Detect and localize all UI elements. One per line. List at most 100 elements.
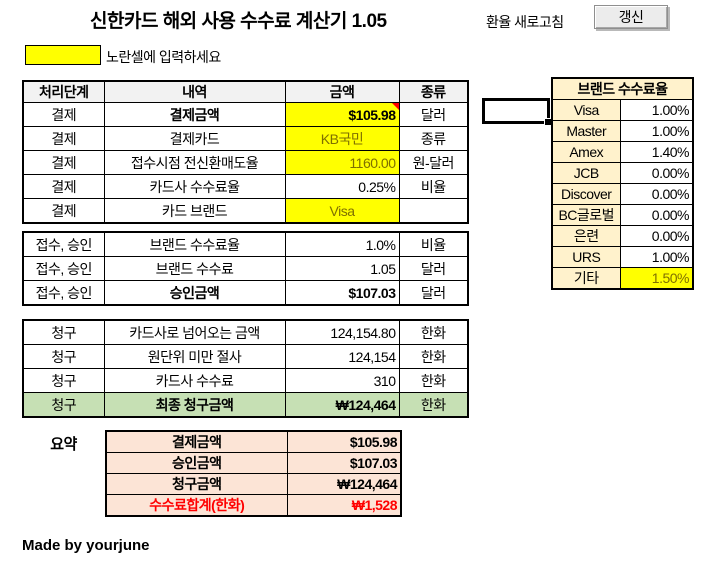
type-cell: 달러 bbox=[398, 280, 469, 306]
other-brand-rate-input[interactable]: 1.50% bbox=[619, 267, 694, 290]
stage-cell: 청구 bbox=[22, 319, 105, 345]
exchange-rate-refresh-label: 환율 새로고침 bbox=[486, 14, 564, 30]
type-cell: 종류 bbox=[398, 126, 469, 151]
table-row: 청구 최종 청구금액 ₩124,464 한화 bbox=[22, 392, 469, 418]
desc-cell: 브랜드 수수료 bbox=[103, 256, 286, 281]
page-title: 신한카드 해외 사용 수수료 계산기 1.05 bbox=[90, 11, 387, 32]
brand-rate-cell: 1.00% bbox=[619, 99, 694, 121]
stage-cell: 결제 bbox=[22, 150, 105, 175]
payment-card-input[interactable]: KB국민 bbox=[284, 126, 400, 151]
table-row: 결제 카드사 수수료율 0.25% 비율 bbox=[22, 174, 469, 199]
approved-amount-cell: $107.03 bbox=[284, 280, 400, 306]
refresh-button[interactable]: 갱신 bbox=[594, 5, 668, 29]
card-fee-rate-cell: 0.25% bbox=[284, 174, 400, 199]
desc-cell: 카드사로 넘어오는 금액 bbox=[103, 319, 286, 345]
table-row: 결제 결제금액 $105.98 달러 bbox=[22, 102, 469, 127]
brand-rate-cell: 0.00% bbox=[619, 204, 694, 226]
stage-cell: 접수, 승인 bbox=[22, 280, 105, 306]
brand-fee-table: 브랜드 수수료율 Visa 1.00% Master 1.00% Amex 1.… bbox=[551, 77, 694, 290]
desc-cell: 최종 청구금액 bbox=[103, 392, 286, 418]
stage-cell: 접수, 승인 bbox=[22, 256, 105, 281]
stage-cell: 결제 bbox=[22, 198, 105, 224]
table-row: Discover 0.00% bbox=[551, 183, 694, 205]
total-fee-label-cell: 수수료합계(한화) bbox=[105, 494, 288, 517]
main-table: 처리단계 내역 금액 종류 결제 결제금액 $105.98 달러 결제 결제카드… bbox=[22, 80, 469, 224]
table-row: 은련 0.00% bbox=[551, 225, 694, 247]
desc-cell: 승인금액 bbox=[103, 280, 286, 306]
incoming-amount-cell: 124,154.80 bbox=[284, 319, 400, 345]
brand-name-cell: 기타 bbox=[551, 267, 621, 290]
brand-rate-cell: 0.00% bbox=[619, 162, 694, 184]
table-row: 승인금액 $107.03 bbox=[105, 452, 402, 474]
table-row: URS 1.00% bbox=[551, 246, 694, 268]
desc-cell: 브랜드 수수료율 bbox=[103, 231, 286, 257]
table-row: 청구 카드사로 넘어오는 금액 124,154.80 한화 bbox=[22, 319, 469, 345]
header-stage: 처리단계 bbox=[22, 80, 105, 103]
desc-cell: 결제금액 bbox=[103, 102, 286, 127]
header-desc: 내역 bbox=[103, 80, 286, 103]
card-brand-input[interactable]: Visa bbox=[284, 198, 400, 224]
total-fee-value-cell: ₩1,528 bbox=[286, 494, 402, 517]
brand-rate-cell: 0.00% bbox=[619, 225, 694, 247]
brand-fee-rate-cell: 1.0% bbox=[284, 231, 400, 257]
type-cell: 한화 bbox=[398, 368, 469, 393]
brand-rate-cell: 1.40% bbox=[619, 141, 694, 163]
brand-rate-cell: 0.00% bbox=[619, 183, 694, 205]
truncated-amount-cell: 124,154 bbox=[284, 344, 400, 369]
brand-name-cell: URS bbox=[551, 246, 621, 268]
brand-rate-cell: 1.00% bbox=[619, 120, 694, 142]
yellow-input-hint: 노란셀에 입력하세요 bbox=[106, 49, 221, 65]
table-row: Master 1.00% bbox=[551, 120, 694, 142]
type-cell bbox=[398, 198, 469, 224]
header-type: 종류 bbox=[398, 80, 469, 103]
table-row: 접수, 승인 승인금액 $107.03 달러 bbox=[22, 280, 469, 306]
table-row: BC글로벌 0.00% bbox=[551, 204, 694, 226]
table-row: JCB 0.00% bbox=[551, 162, 694, 184]
type-cell: 한화 bbox=[398, 319, 469, 345]
card-fee-cell: 310 bbox=[284, 368, 400, 393]
brand-fee-cell: 1.05 bbox=[284, 256, 400, 281]
table-row: 접수, 승인 브랜드 수수료 1.05 달러 bbox=[22, 256, 469, 281]
exchange-rate-input[interactable]: 1160.00 bbox=[284, 150, 400, 175]
table-row: 결제 카드 브랜드 Visa bbox=[22, 198, 469, 224]
comment-marker-icon bbox=[391, 103, 398, 110]
stage-cell: 결제 bbox=[22, 126, 105, 151]
table-row: 결제금액 $105.98 bbox=[105, 430, 402, 453]
brand-name-cell: Visa bbox=[551, 99, 621, 121]
brand-table-header-row: 브랜드 수수료율 bbox=[551, 77, 694, 100]
desc-cell: 원단위 미만 절사 bbox=[103, 344, 286, 369]
stage-cell: 청구 bbox=[22, 392, 105, 418]
type-cell: 비율 bbox=[398, 174, 469, 199]
billing-table: 청구 카드사로 넘어오는 금액 124,154.80 한화 청구 원단위 미만 … bbox=[22, 319, 469, 418]
type-cell: 원-달러 bbox=[398, 150, 469, 175]
brand-name-cell: Amex bbox=[551, 141, 621, 163]
summary-desc-cell: 결제금액 bbox=[105, 430, 288, 453]
table-row: 수수료합계(한화) ₩1,528 bbox=[105, 494, 402, 517]
type-cell: 달러 bbox=[398, 102, 469, 127]
summary-value-cell: $105.98 bbox=[286, 430, 402, 453]
brand-name-cell: 은련 bbox=[551, 225, 621, 247]
desc-cell: 접수시점 전신환매도율 bbox=[103, 150, 286, 175]
type-cell: 한화 bbox=[398, 392, 469, 418]
table-row: 기타 1.50% bbox=[551, 267, 694, 290]
table-row: 청구금액 ₩124,464 bbox=[105, 473, 402, 495]
brand-table-title: 브랜드 수수료율 bbox=[551, 77, 694, 100]
stage-cell: 결제 bbox=[22, 174, 105, 199]
table-row: 결제 접수시점 전신환매도율 1160.00 원-달러 bbox=[22, 150, 469, 175]
brand-name-cell: Discover bbox=[551, 183, 621, 205]
summary-table: 결제금액 $105.98 승인금액 $107.03 청구금액 ₩124,464 … bbox=[105, 430, 402, 517]
desc-cell: 카드사 수수료율 bbox=[103, 174, 286, 199]
type-cell: 달러 bbox=[398, 256, 469, 281]
table-row: 청구 카드사 수수료 310 한화 bbox=[22, 368, 469, 393]
stage-cell: 결제 bbox=[22, 102, 105, 127]
summary-value-cell: ₩124,464 bbox=[286, 473, 402, 495]
stage-cell: 청구 bbox=[22, 368, 105, 393]
desc-cell: 카드 브랜드 bbox=[103, 198, 286, 224]
brand-rate-cell: 1.00% bbox=[619, 246, 694, 268]
stage-cell: 청구 bbox=[22, 344, 105, 369]
brand-name-cell: Master bbox=[551, 120, 621, 142]
header-amount: 금액 bbox=[284, 80, 400, 103]
payment-amount-input[interactable]: $105.98 bbox=[284, 102, 400, 127]
selected-cell-indicator[interactable] bbox=[482, 98, 552, 126]
brand-name-cell: JCB bbox=[551, 162, 621, 184]
